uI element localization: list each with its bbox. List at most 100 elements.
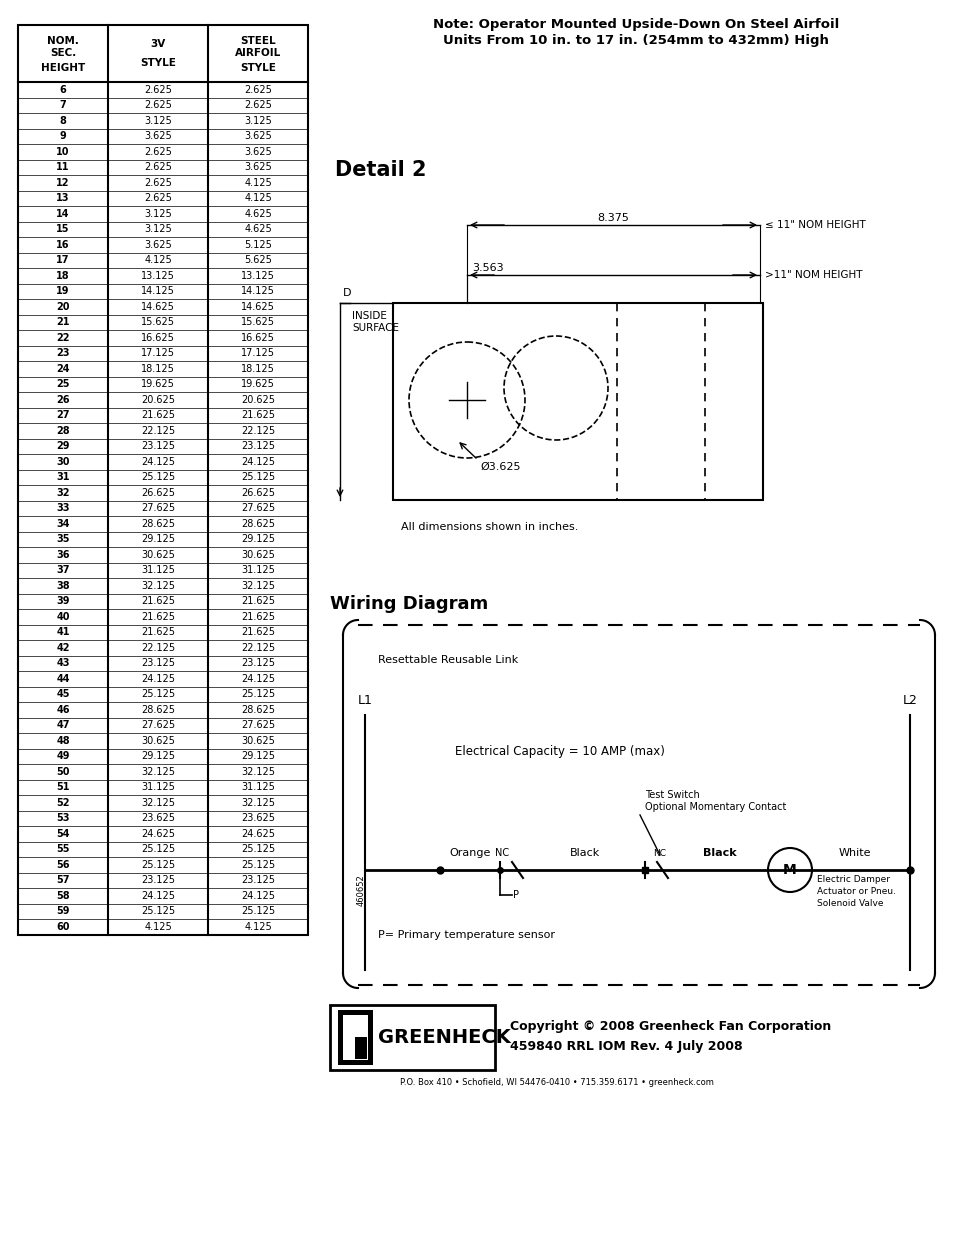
Text: 19: 19 bbox=[56, 287, 70, 296]
Text: NC: NC bbox=[495, 848, 509, 858]
Text: 60: 60 bbox=[56, 921, 70, 931]
Text: 16.625: 16.625 bbox=[241, 332, 274, 343]
Text: 53: 53 bbox=[56, 814, 70, 824]
Text: 3.125: 3.125 bbox=[244, 116, 272, 126]
Text: 3.563: 3.563 bbox=[472, 263, 503, 273]
Text: 22.125: 22.125 bbox=[241, 426, 274, 436]
Text: 46: 46 bbox=[56, 705, 70, 715]
Text: 3.125: 3.125 bbox=[144, 209, 172, 219]
Text: 25.125: 25.125 bbox=[241, 906, 274, 916]
Text: 30.625: 30.625 bbox=[241, 550, 274, 559]
Text: 29.125: 29.125 bbox=[141, 535, 174, 545]
Text: Black: Black bbox=[569, 848, 599, 858]
Text: 18: 18 bbox=[56, 270, 70, 280]
Text: 31.125: 31.125 bbox=[241, 782, 274, 792]
Text: 32.125: 32.125 bbox=[141, 767, 174, 777]
Text: 30.625: 30.625 bbox=[241, 736, 274, 746]
Text: 14.625: 14.625 bbox=[241, 301, 274, 311]
Text: 44: 44 bbox=[56, 674, 70, 684]
Text: 39: 39 bbox=[56, 597, 70, 606]
Text: 25.125: 25.125 bbox=[241, 472, 274, 482]
Bar bbox=[355, 1037, 367, 1058]
Text: 3.125: 3.125 bbox=[144, 116, 172, 126]
Text: 34: 34 bbox=[56, 519, 70, 529]
Text: Detail 2: Detail 2 bbox=[335, 161, 426, 180]
Text: 28.625: 28.625 bbox=[141, 519, 174, 529]
Text: 28: 28 bbox=[56, 426, 70, 436]
Text: AIRFOIL: AIRFOIL bbox=[234, 48, 281, 58]
Text: 21.625: 21.625 bbox=[241, 410, 274, 420]
Text: 3.625: 3.625 bbox=[244, 162, 272, 172]
Text: 37: 37 bbox=[56, 566, 70, 576]
Text: 35: 35 bbox=[56, 535, 70, 545]
Text: L1: L1 bbox=[357, 694, 372, 706]
Text: 26.625: 26.625 bbox=[141, 488, 174, 498]
Text: 24.125: 24.125 bbox=[241, 890, 274, 900]
Text: P.O. Box 410 • Schofield, WI 54476-0410 • 715.359.6171 • greenheck.com: P.O. Box 410 • Schofield, WI 54476-0410 … bbox=[399, 1078, 713, 1087]
Text: 460652: 460652 bbox=[356, 874, 365, 906]
Text: NC: NC bbox=[653, 848, 666, 858]
Text: 23.625: 23.625 bbox=[241, 814, 274, 824]
Text: 38: 38 bbox=[56, 580, 70, 590]
Text: 30.625: 30.625 bbox=[141, 550, 174, 559]
Text: P= Primary temperature sensor: P= Primary temperature sensor bbox=[377, 930, 555, 940]
Text: 27: 27 bbox=[56, 410, 70, 420]
Text: 3.625: 3.625 bbox=[244, 147, 272, 157]
Text: 2.625: 2.625 bbox=[244, 100, 272, 110]
Text: 25.125: 25.125 bbox=[141, 860, 175, 869]
Text: 20: 20 bbox=[56, 301, 70, 311]
Text: All dimensions shown in inches.: All dimensions shown in inches. bbox=[401, 522, 578, 532]
Text: 26.625: 26.625 bbox=[241, 488, 274, 498]
Text: Electric Damper
Actuator or Pneu.
Solenoid Valve: Electric Damper Actuator or Pneu. Soleno… bbox=[816, 876, 895, 908]
Text: 17.125: 17.125 bbox=[241, 348, 274, 358]
Text: 17: 17 bbox=[56, 256, 70, 266]
Text: 4.625: 4.625 bbox=[244, 209, 272, 219]
Text: 23.125: 23.125 bbox=[141, 441, 174, 451]
Text: 25.125: 25.125 bbox=[241, 845, 274, 855]
Text: 3.625: 3.625 bbox=[244, 131, 272, 141]
Text: 19.625: 19.625 bbox=[241, 379, 274, 389]
Text: Copyright © 2008 Greenheck Fan Corporation: Copyright © 2008 Greenheck Fan Corporati… bbox=[510, 1020, 830, 1032]
Text: 25.125: 25.125 bbox=[141, 906, 175, 916]
Text: 9: 9 bbox=[59, 131, 67, 141]
Text: 14.125: 14.125 bbox=[241, 287, 274, 296]
Text: 16.625: 16.625 bbox=[141, 332, 174, 343]
Text: Test Switch: Test Switch bbox=[644, 790, 699, 800]
Text: INSIDE: INSIDE bbox=[352, 311, 387, 321]
Text: 29: 29 bbox=[56, 441, 70, 451]
Text: 36: 36 bbox=[56, 550, 70, 559]
Text: 24.125: 24.125 bbox=[241, 674, 274, 684]
Text: 32.125: 32.125 bbox=[141, 798, 174, 808]
Text: 8.375: 8.375 bbox=[597, 212, 629, 224]
Text: 29.125: 29.125 bbox=[141, 751, 174, 761]
Text: SEC.: SEC. bbox=[50, 48, 76, 58]
Text: 45: 45 bbox=[56, 689, 70, 699]
Text: 18.125: 18.125 bbox=[141, 364, 174, 374]
Bar bbox=[330, 1005, 495, 1070]
Text: STYLE: STYLE bbox=[140, 58, 175, 68]
Text: 23: 23 bbox=[56, 348, 70, 358]
Text: 3.625: 3.625 bbox=[144, 131, 172, 141]
Text: GREENHECK: GREENHECK bbox=[377, 1028, 510, 1047]
Text: >11" NOM HEIGHT: >11" NOM HEIGHT bbox=[764, 270, 862, 280]
Bar bbox=[18, 25, 308, 935]
Text: 42: 42 bbox=[56, 642, 70, 653]
Text: 25.125: 25.125 bbox=[241, 860, 274, 869]
Text: 57: 57 bbox=[56, 876, 70, 885]
Text: Ø3.625: Ø3.625 bbox=[479, 462, 520, 472]
Text: 43: 43 bbox=[56, 658, 70, 668]
Text: 3V: 3V bbox=[151, 40, 166, 49]
Text: 21.625: 21.625 bbox=[241, 627, 274, 637]
Text: 28.625: 28.625 bbox=[241, 705, 274, 715]
Text: 6: 6 bbox=[59, 85, 67, 95]
Text: Note: Operator Mounted Upside-Down On Steel Airfoil: Note: Operator Mounted Upside-Down On St… bbox=[433, 19, 839, 31]
Text: 13.125: 13.125 bbox=[141, 270, 174, 280]
Text: 2.625: 2.625 bbox=[144, 100, 172, 110]
Text: 51: 51 bbox=[56, 782, 70, 792]
Text: 22.125: 22.125 bbox=[241, 642, 274, 653]
Text: 20.625: 20.625 bbox=[141, 395, 174, 405]
Text: 23.125: 23.125 bbox=[141, 876, 174, 885]
Text: 16: 16 bbox=[56, 240, 70, 249]
Text: 22.125: 22.125 bbox=[141, 426, 175, 436]
Text: 14.625: 14.625 bbox=[141, 301, 174, 311]
